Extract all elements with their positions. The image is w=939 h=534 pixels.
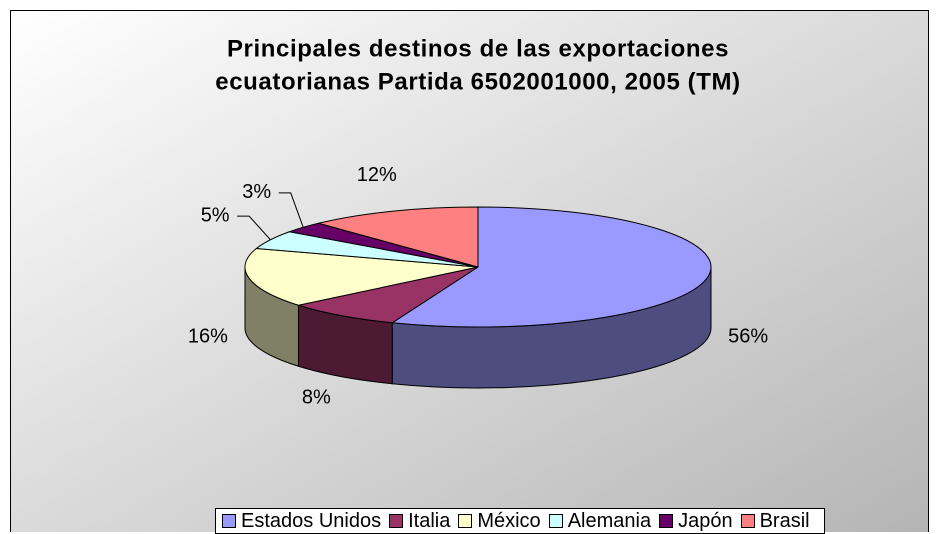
data-label: 5% — [201, 204, 230, 226]
data-label: 3% — [242, 181, 271, 203]
legend: Estados Unidos Italia México Alemania Japón B… — [215, 508, 825, 534]
legend-label: Brasil — [759, 509, 810, 532]
legend-swatch — [389, 514, 404, 528]
legend-swatch — [548, 514, 563, 528]
legend-item: Alemania — [548, 509, 652, 533]
legend-item: Italia — [389, 510, 450, 533]
data-label: 16% — [188, 325, 228, 347]
legend-item: Estados Unidos — [222, 510, 381, 533]
leader-line — [237, 215, 271, 241]
legend-label: México — [477, 509, 541, 532]
data-label: 12% — [357, 164, 397, 186]
data-label: 8% — [302, 386, 331, 408]
legend-item: Japón — [659, 510, 733, 533]
legend-swatch — [222, 514, 236, 528]
chart-title: Principales destinos de las exportacione… — [227, 35, 729, 62]
legend-label: Alemania — [567, 509, 652, 532]
chart-title: ecuatorianas Partida 6502001000, 2005 (T… — [215, 68, 740, 95]
legend-item: México — [458, 509, 541, 533]
legend-label: Japón — [678, 509, 733, 532]
leader-line — [278, 192, 304, 228]
legend-label: Italia — [408, 509, 451, 532]
legend-item: Brasil — [740, 509, 810, 533]
pie-slice — [318, 206, 479, 268]
pie-slice — [390, 206, 712, 328]
data-label: 56% — [728, 325, 768, 347]
legend-swatch — [740, 514, 755, 528]
pie-slice — [296, 266, 479, 324]
pie-slice — [244, 247, 479, 306]
legend-label: Estados Unidos — [241, 509, 382, 532]
legend-swatch — [659, 514, 674, 528]
legend-swatch — [458, 514, 473, 528]
